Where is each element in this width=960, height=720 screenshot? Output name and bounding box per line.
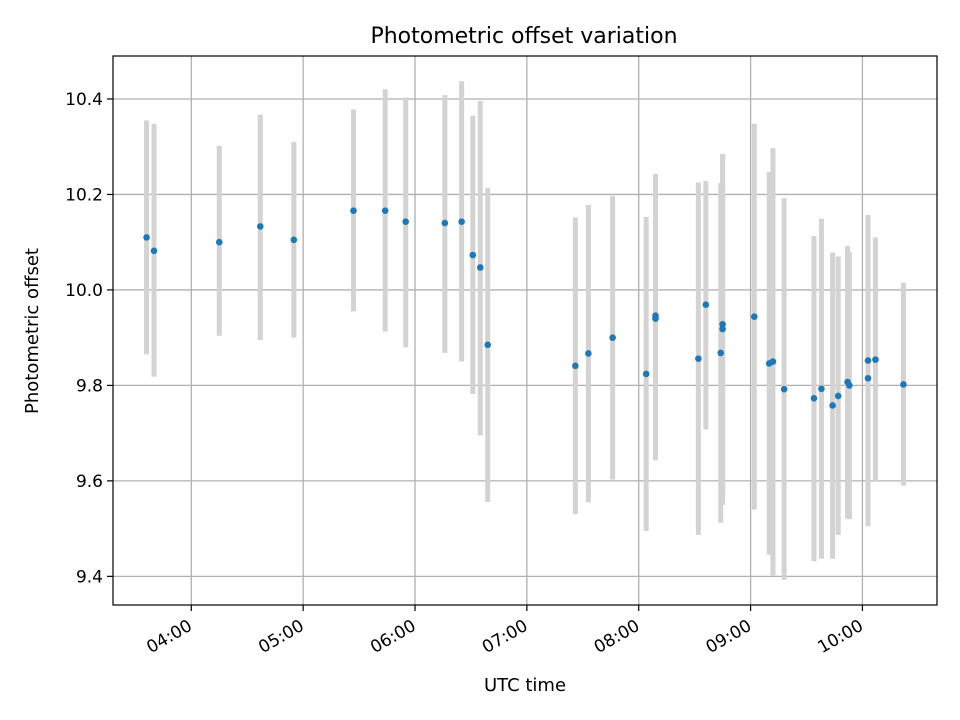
y-tick-label: 10.4 <box>65 90 103 110</box>
chart-title: Photometric offset variation <box>370 24 677 49</box>
data-point <box>864 357 872 364</box>
data-point <box>900 381 907 388</box>
data-point <box>642 370 650 378</box>
y-axis-label: Photometric offset <box>22 248 43 414</box>
data-point <box>585 350 592 357</box>
data-point <box>818 385 825 393</box>
data-point <box>484 341 492 349</box>
data-point <box>717 349 725 357</box>
data-point <box>215 238 223 246</box>
point-layer <box>143 207 907 409</box>
data-point <box>458 218 465 225</box>
data-point <box>652 312 659 320</box>
data-point <box>834 392 842 400</box>
data-point <box>719 325 726 333</box>
data-point <box>609 334 616 341</box>
data-point <box>695 355 702 362</box>
data-point <box>810 394 818 402</box>
data-point <box>829 402 836 409</box>
data-point <box>769 358 777 365</box>
data-point <box>469 251 477 259</box>
data-point <box>719 320 726 328</box>
data-point <box>290 236 298 244</box>
y-tick-label: 10.2 <box>65 185 103 205</box>
y-tick-label: 10.0 <box>65 281 103 301</box>
plot-frame <box>112 55 938 606</box>
data-point <box>350 207 357 214</box>
data-point <box>441 219 449 227</box>
y-tick-label: 9.8 <box>76 376 103 396</box>
y-tick-label: 9.6 <box>76 472 103 492</box>
data-point <box>872 356 879 363</box>
data-point <box>476 264 484 271</box>
y-tick-label: 9.4 <box>76 567 103 587</box>
data-point <box>751 313 758 320</box>
data-point <box>381 207 389 214</box>
data-point <box>846 382 853 389</box>
data-point <box>864 374 872 382</box>
x-axis-label: UTC time <box>484 675 566 696</box>
data-point <box>780 385 788 393</box>
data-point <box>150 247 158 255</box>
data-point <box>702 301 710 309</box>
data-point <box>143 234 150 241</box>
data-point <box>256 223 264 230</box>
grid-layer <box>113 56 937 605</box>
data-point <box>402 218 409 225</box>
data-point <box>572 362 579 370</box>
